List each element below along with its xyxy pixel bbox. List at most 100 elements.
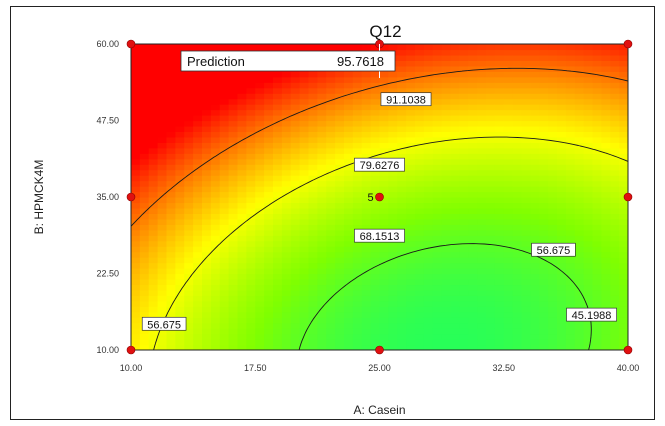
heat-cell: [255, 197, 265, 204]
heat-cell: [237, 322, 247, 329]
heat-cell: [228, 131, 239, 138]
heat-cell: [202, 120, 212, 127]
heat-cell: [415, 289, 425, 296]
heat-cell: [521, 257, 531, 264]
heat-cell: [281, 207, 292, 214]
axis-ticks: 10.00 17.50 25.00 32.50 40.0010.0022.5035.00…: [96, 39, 639, 373]
heat-cell: [441, 257, 452, 264]
heat-cell: [583, 82, 594, 89]
heat-cell: [228, 311, 239, 318]
heat-cell: [565, 65, 576, 72]
heat-cell: [308, 344, 318, 350]
heat-cell: [539, 109, 549, 116]
heat-cell: [388, 142, 398, 149]
heat-cell: [326, 147, 336, 154]
heat-cell: [477, 333, 487, 340]
heat-cell: [379, 218, 389, 225]
heat-cell: [450, 109, 460, 116]
heat-cell: [237, 115, 247, 122]
heat-cell: [139, 229, 150, 236]
heat-cell: [157, 240, 168, 247]
heat-cell: [308, 317, 318, 324]
heat-cell: [361, 175, 372, 182]
heat-cell: [317, 109, 327, 116]
heat-cell: [202, 202, 212, 209]
heat-cell: [273, 104, 283, 111]
heat-cell: [148, 158, 159, 165]
heat-cell: [228, 235, 239, 242]
heat-cell: [530, 82, 540, 89]
heat-cell: [335, 153, 345, 160]
heat-cell: [423, 328, 434, 335]
heat-cell: [166, 207, 176, 214]
heat-cell: [406, 224, 416, 231]
heat-cell: [131, 339, 141, 346]
heat-cell: [477, 197, 487, 204]
heat-cell: [202, 213, 212, 220]
heat-cell: [539, 71, 549, 78]
heat-cell: [565, 158, 576, 165]
heat-cell: [530, 333, 540, 340]
heat-cell: [557, 207, 567, 214]
heat-cell: [486, 213, 496, 220]
x-tick-label: 17.50: [244, 363, 267, 373]
heat-cell: [299, 197, 310, 204]
heat-cell: [335, 213, 345, 220]
heat-cell: [610, 104, 620, 111]
heat-cell: [237, 76, 247, 83]
heat-cell: [601, 49, 611, 56]
heat-cell: [139, 76, 150, 83]
heat-cell: [601, 71, 611, 78]
heat-cell: [246, 229, 256, 236]
heat-cell: [468, 246, 478, 253]
heat-cell: [193, 207, 203, 214]
heat-cell: [308, 224, 318, 231]
heat-cell: [512, 229, 523, 236]
heat-cell: [450, 333, 460, 340]
heat-cell: [415, 344, 425, 350]
heat-cell: [202, 136, 212, 143]
heat-cell: [228, 306, 239, 313]
heat-cell: [317, 284, 327, 291]
heat-cell: [610, 147, 620, 154]
heat-cell: [388, 169, 398, 176]
heat-cell: [432, 158, 443, 165]
heat-cell: [397, 240, 407, 247]
heat-cell: [583, 344, 594, 350]
heat-cell: [592, 207, 602, 214]
heat-cell: [255, 328, 265, 335]
heat-cell: [228, 289, 239, 296]
heat-cell: [131, 229, 141, 236]
heat-cell: [406, 235, 416, 242]
heat-cell: [131, 60, 141, 67]
heat-cell: [619, 344, 628, 350]
heat-cell: [583, 158, 594, 165]
heat-cell: [415, 115, 425, 122]
heat-cell: [494, 44, 505, 51]
heat-cell: [139, 262, 150, 269]
heat-cell: [592, 257, 602, 264]
heat-cell: [423, 54, 434, 61]
heat-cell: [388, 306, 398, 313]
heat-cell: [441, 104, 452, 111]
heat-cell: [512, 93, 523, 100]
heat-cell: [494, 147, 505, 154]
heat-cell: [344, 76, 354, 83]
heat-cell: [131, 344, 141, 350]
heat-cell: [521, 71, 531, 78]
heat-cell: [486, 136, 496, 143]
prediction-flag[interactable]: Prediction 95.7618: [180, 44, 396, 78]
heat-cell: [210, 98, 221, 105]
heat-cell: [397, 278, 407, 286]
heat-cell: [157, 180, 168, 187]
heat-cell: [202, 98, 212, 105]
heat-cell: [264, 120, 274, 127]
heat-cell: [512, 60, 523, 67]
heat-cell: [530, 175, 540, 182]
heat-cell: [344, 229, 354, 236]
heat-cell: [441, 44, 452, 51]
heat-cell: [477, 289, 487, 296]
heat-cell: [415, 202, 425, 209]
heat-cell: [557, 229, 567, 236]
heat-cell: [210, 224, 221, 231]
